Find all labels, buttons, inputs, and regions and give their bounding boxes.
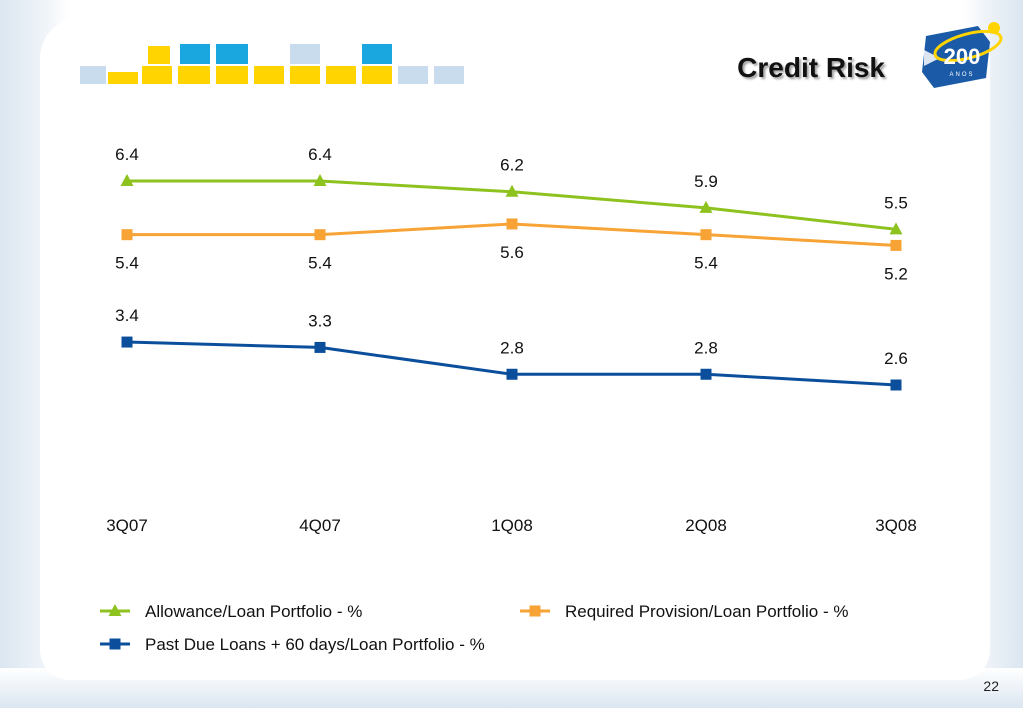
data-label-s2-4: 5.4 — [694, 254, 718, 273]
bicentennial-logo-icon: 200 ANOS — [922, 22, 1003, 88]
data-label-s3-3: 2.8 — [500, 338, 524, 357]
data-label-s1-3: 6.2 — [500, 156, 524, 175]
decorative-header-banner — [80, 44, 464, 84]
data-label-s2-1: 5.4 — [115, 254, 139, 273]
data-label-s2-5: 5.2 — [884, 264, 908, 283]
data-label-s2-3: 5.6 — [500, 243, 524, 262]
legend-label-1: Allowance/Loan Portfolio - % — [145, 602, 362, 621]
data-label-s3-1: 3.4 — [115, 306, 139, 325]
logo-number: 200 — [944, 44, 981, 69]
data-point-s3-4 — [700, 368, 712, 380]
data-point-s1-3 — [505, 184, 519, 197]
content-panel — [40, 18, 990, 680]
data-label-s1-2: 6.4 — [308, 145, 332, 164]
legend-marker-1 — [108, 604, 122, 616]
x-tick-label-5: 3Q08 — [875, 516, 917, 535]
data-point-s3-3 — [506, 368, 518, 380]
data-label-s2-2: 5.4 — [308, 254, 332, 273]
data-point-s2-2 — [314, 229, 326, 241]
data-label-s1-1: 6.4 — [115, 145, 139, 164]
data-point-s1-2 — [313, 174, 327, 186]
slide-title: Credit Risk — [737, 52, 885, 83]
legend-marker-2 — [529, 605, 541, 617]
x-tick-label-4: 2Q08 — [685, 516, 727, 535]
x-tick-label-1: 3Q07 — [106, 516, 148, 535]
data-point-s2-1 — [121, 229, 133, 241]
data-point-s1-1 — [120, 174, 134, 186]
data-label-s1-5: 5.5 — [884, 193, 908, 212]
data-point-s1-4 — [699, 200, 713, 213]
data-label-s3-2: 3.3 — [308, 311, 332, 330]
page-number: 22 — [983, 678, 999, 694]
legend-label-2: Required Provision/Loan Portfolio - % — [565, 602, 848, 621]
data-point-s3-5 — [890, 379, 902, 391]
legend-label-3: Past Due Loans + 60 days/Loan Portfolio … — [145, 635, 485, 654]
data-point-s2-4 — [700, 229, 712, 241]
data-point-s3-1 — [121, 336, 133, 348]
x-tick-label-2: 4Q07 — [299, 516, 341, 535]
x-tick-label-3: 1Q08 — [491, 516, 533, 535]
logo-subtext: ANOS — [949, 72, 974, 78]
data-label-s1-4: 5.9 — [694, 172, 718, 191]
data-point-s3-2 — [314, 341, 326, 353]
data-point-s2-3 — [506, 218, 518, 230]
data-label-s3-4: 2.8 — [694, 338, 718, 357]
data-label-s3-5: 2.6 — [884, 349, 908, 368]
data-point-s1-5 — [889, 222, 903, 235]
data-point-s2-5 — [890, 239, 902, 251]
legend-marker-3 — [109, 638, 121, 650]
